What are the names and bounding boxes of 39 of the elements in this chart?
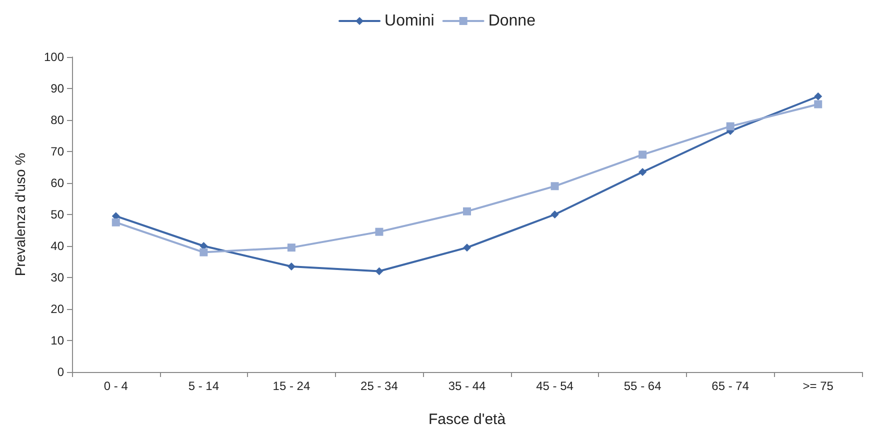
point [112, 218, 120, 226]
x-tick-label: 55 - 64 [624, 379, 662, 393]
y-tick-label: 100 [44, 50, 64, 64]
y-tick-label: 70 [50, 144, 64, 158]
x-tick-label: 5 - 14 [188, 379, 220, 393]
point [287, 262, 296, 270]
y-axis-title: Prevalenza d'uso % [12, 152, 28, 276]
y-tick-label: 80 [50, 113, 64, 127]
point [550, 182, 559, 190]
x-tick-label: 0 - 4 [104, 379, 128, 393]
point [375, 267, 384, 276]
y-tick-label: 30 [50, 270, 64, 284]
point [638, 150, 647, 159]
x-tick-label: 15 - 24 [272, 379, 310, 393]
point [463, 244, 471, 252]
point [200, 248, 208, 256]
y-tick-label: 20 [50, 302, 64, 316]
y-tick-label: 40 [50, 239, 64, 253]
y-tick-label: 90 [50, 82, 64, 96]
point [550, 210, 559, 218]
x-tick-label: 65 - 74 [712, 379, 750, 393]
x-tick-label: 45 - 54 [536, 379, 574, 393]
y-tick-label: 50 [50, 208, 64, 222]
point [375, 228, 384, 236]
x-tick-label: >= 75 [802, 379, 834, 393]
point [463, 207, 471, 216]
y-tick-label: 10 [50, 334, 64, 348]
y-tick-label: 60 [50, 176, 64, 190]
point [638, 168, 647, 176]
x-axis-title: Fasce d'età [428, 411, 506, 428]
point [726, 122, 734, 130]
x-tick-label: 25 - 34 [360, 379, 398, 393]
x-tick-label: 35 - 44 [448, 379, 486, 393]
point [814, 100, 822, 108]
point [814, 92, 822, 100]
legend-label: Uomini [384, 12, 434, 30]
legend-label: Donne [488, 12, 536, 30]
y-tick-label: 0 [57, 365, 64, 379]
point [287, 244, 296, 252]
